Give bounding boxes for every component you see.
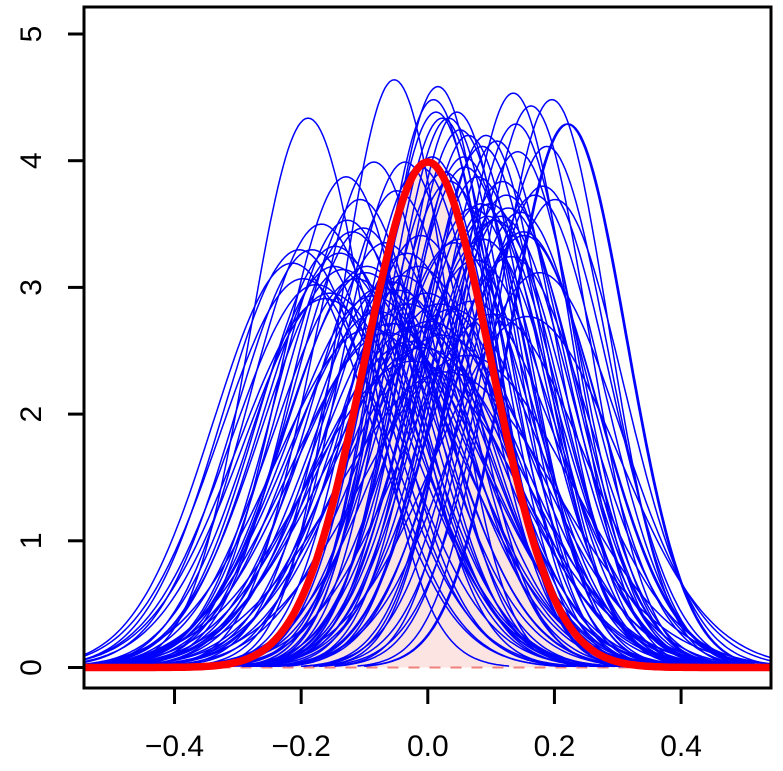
blue-density-curve	[83, 262, 566, 668]
blue-density-curve	[83, 277, 588, 668]
blue-density-curve	[111, 227, 615, 668]
blue-density-curve	[121, 176, 572, 667]
blue-density-curve	[255, 215, 746, 668]
plot-border	[82, 5, 773, 690]
blue-density-curve	[242, 203, 720, 668]
y-axis-tick-label: 3	[15, 279, 48, 296]
blue-density-curve	[201, 238, 717, 668]
blue-density-curve	[204, 259, 747, 668]
blue-density-curve	[131, 292, 722, 668]
blue-density-curve	[112, 354, 772, 668]
blue-density-curve	[186, 161, 624, 667]
blue-density-curve	[241, 117, 644, 667]
blue-density-curve	[140, 252, 674, 668]
blue-density-curve	[357, 98, 747, 667]
x-axis: −0.4 −0.2 0.0 0.2 0.4	[145, 689, 702, 763]
x-axis-tick-label: 0.2	[534, 730, 576, 763]
blue-density-curve	[92, 325, 740, 668]
blue-density-curve	[165, 189, 629, 668]
blue-density-curve	[267, 207, 749, 668]
blue-density-curve	[365, 123, 772, 667]
blue-density-curve	[83, 265, 610, 668]
x-axis-tick-label: 0.4	[660, 730, 702, 763]
blue-density-curve	[125, 241, 646, 668]
blue-density-curve	[244, 166, 686, 667]
x-axis-tick-label: −0.2	[272, 730, 331, 763]
blue-density-curve	[135, 303, 743, 668]
curves-layer	[82, 79, 773, 672]
blue-density-curve	[313, 185, 772, 667]
red-reference-curve	[82, 158, 773, 672]
y-axis-tick-label: 5	[15, 26, 48, 43]
blue-density-curve	[83, 283, 605, 668]
blue-density-curve	[268, 234, 772, 668]
y-axis-tick-label: 4	[15, 152, 48, 169]
blue-density-curve	[83, 249, 564, 668]
blue-density-curve	[206, 79, 583, 667]
blue-density-curve	[319, 198, 772, 668]
y-axis-tick-label: 1	[15, 532, 48, 549]
y-axis-tick-label: 2	[15, 406, 48, 423]
blue-density-curve	[247, 156, 681, 667]
x-axis-tick-label: −0.4	[145, 730, 204, 763]
x-axis-tick-label: 0.0	[407, 730, 449, 763]
blue-density-curve	[86, 271, 646, 668]
blue-density-curve	[312, 123, 720, 667]
blue-density-curve	[254, 129, 666, 667]
y-axis: 0 1 2 3 4 5	[15, 26, 83, 676]
y-axis-tick-label: 0	[15, 659, 48, 676]
blue-density-curve	[142, 265, 694, 668]
blue-density-curve	[83, 249, 577, 668]
